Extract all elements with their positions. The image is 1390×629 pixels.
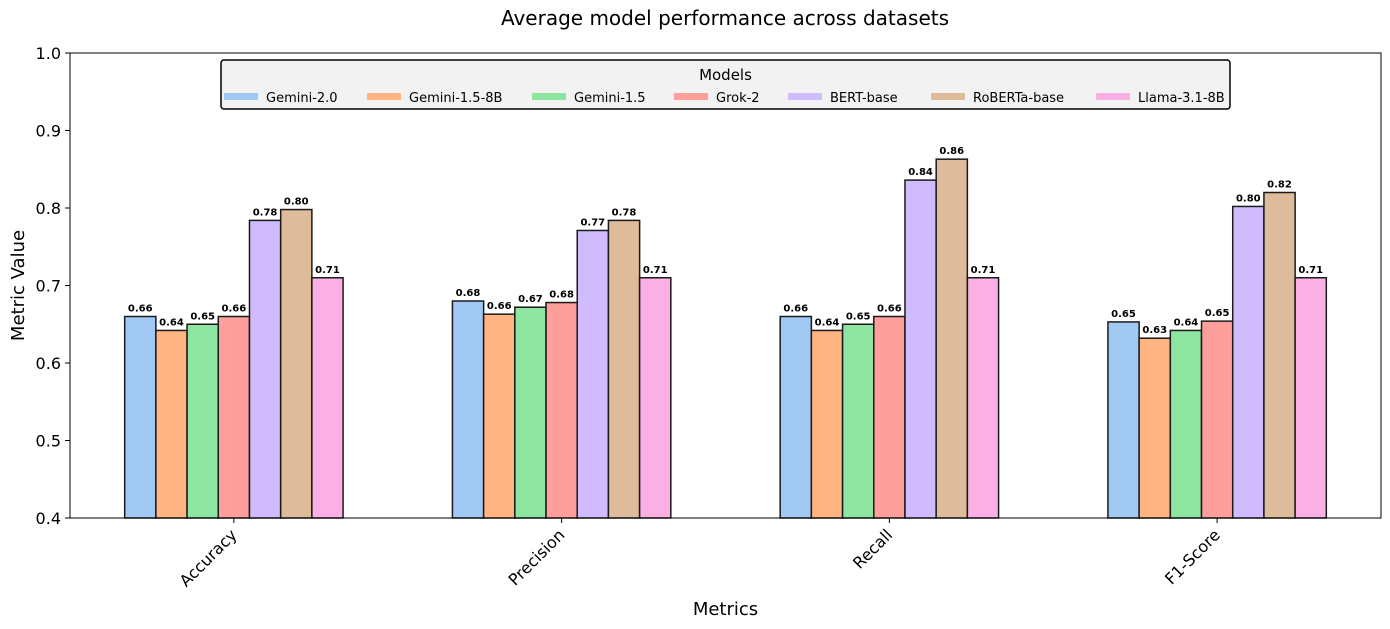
bar-roberta-base-accuracy — [279, 208, 313, 519]
x-tick-label: Precision — [505, 525, 569, 589]
x-tick-label: F1-Score — [1161, 525, 1224, 588]
bar-value-label: 0.64 — [815, 317, 840, 328]
bar-bert-base-f1-score — [1231, 205, 1265, 519]
bar-value-label: 0.71 — [1298, 265, 1323, 276]
legend-swatch — [674, 93, 708, 100]
bar-value-label: 0.78 — [612, 207, 637, 218]
bar-value-label: 0.71 — [643, 265, 668, 276]
y-axis: 0.4 0.5 0.6 0.7 0.8 0.9 1.0 — [36, 44, 70, 528]
bar-value-label: 0.64 — [159, 317, 184, 328]
y-tick-label: 0.7 — [36, 277, 61, 296]
legend-box — [220, 59, 1231, 110]
bar-llama-3-1-8b-accuracy — [311, 277, 344, 519]
bar-value-label: 0.71 — [315, 265, 340, 276]
x-axis: Accuracy Precision Recall F1-Score — [176, 518, 1224, 590]
bar-gemini-1-5-8b-recall — [810, 329, 844, 519]
y-tick-label: 0.9 — [36, 122, 61, 141]
bar-bert-base-precision — [576, 229, 610, 519]
y-axis-title: Metric Value — [8, 230, 29, 341]
bar-gemini-1-5-f1-score — [1169, 329, 1203, 519]
chart-title: Average model performance across dataset… — [501, 6, 949, 30]
legend-swatch — [532, 93, 566, 100]
legend-label: BERT-base — [830, 91, 898, 106]
legend-label: Gemini-1.5-8B — [409, 91, 502, 106]
x-tick-label: Recall — [849, 525, 896, 572]
y-tick-label: 1.0 — [36, 44, 61, 63]
bar-value-label: 0.80 — [284, 197, 309, 208]
bar-labels-layer: 0.66 0.68 0.66 0.65 0.64 0.66 0.64 0.63 0.65 0.67… — [128, 146, 1323, 336]
bar-value-label: 0.65 — [1111, 309, 1136, 320]
bar-gemini-2-0-recall — [779, 315, 813, 519]
legend-swatch — [931, 93, 965, 100]
legend-label: Grok-2 — [716, 91, 760, 106]
bar-gemini-1-5-8b-accuracy — [155, 329, 188, 519]
bar-value-label: 0.71 — [971, 265, 996, 276]
bar-value-label: 0.63 — [1142, 325, 1167, 336]
bar-gemini-1-5-8b-precision — [482, 313, 516, 519]
x-tick-label: Accuracy — [176, 525, 241, 590]
bar-gemini-1-5-8b-f1-score — [1138, 337, 1172, 519]
bar-value-label: 0.68 — [456, 288, 481, 299]
bar-value-label: 0.67 — [518, 294, 543, 305]
legend-label: Llama-3.1-8B — [1138, 91, 1225, 106]
bar-gemini-2-0-f1-score — [1107, 321, 1140, 519]
legend-label: Gemini-1.5 — [574, 91, 646, 106]
bar-roberta-base-f1-score — [1263, 191, 1296, 519]
bar-value-label: 0.66 — [783, 304, 808, 315]
bar-value-label: 0.77 — [580, 217, 605, 228]
legend-swatch — [1096, 93, 1130, 100]
bar-gemini-1-5-precision — [514, 306, 547, 519]
legend-swatch — [788, 93, 822, 100]
bar-grok-2-recall — [873, 315, 906, 519]
bar-grok-2-f1-score — [1200, 320, 1234, 519]
bars-layer — [123, 158, 1328, 519]
bar-bert-base-recall — [904, 179, 937, 519]
bar-roberta-base-recall — [935, 158, 969, 519]
bar-llama-3-1-8b-precision — [638, 277, 672, 519]
legend-label: Gemini-2.0 — [266, 91, 338, 106]
x-axis-title: Metrics — [693, 599, 758, 620]
legend-label: RoBERTa-base — [973, 91, 1064, 106]
bar-value-label: 0.86 — [939, 146, 964, 157]
legend-swatch — [224, 93, 258, 100]
bar-value-label: 0.64 — [1174, 317, 1199, 328]
bar-grok-2-precision — [545, 301, 578, 519]
bar-roberta-base-precision — [607, 219, 641, 519]
bar-value-label: 0.65 — [190, 311, 215, 322]
legend-title: Models — [699, 66, 752, 84]
bar-value-label: 0.65 — [846, 311, 871, 322]
bar-bert-base-accuracy — [248, 219, 282, 519]
bar-value-label: 0.84 — [908, 167, 933, 178]
y-tick-label: 0.8 — [36, 199, 61, 218]
bar-gemini-1-5-accuracy — [186, 323, 220, 519]
legend-items: Gemini-2.0 Gemini-1.5-8B Gemini-1.5 Grok-2 B… — [224, 91, 1225, 106]
bar-value-label: 0.68 — [549, 290, 574, 301]
bar-value-label: 0.66 — [128, 304, 153, 315]
legend-swatch — [367, 93, 401, 100]
bar-gemini-2-0-accuracy — [123, 315, 157, 519]
legend: Models Gemini-2.0 Gemini-1.5-8B Gemini-1.5… — [220, 59, 1231, 110]
bar-value-label: 0.66 — [487, 301, 512, 312]
bar-grok-2-accuracy — [217, 315, 251, 519]
bar-gemini-2-0-precision — [451, 300, 485, 519]
y-tick-label: 0.5 — [36, 432, 61, 451]
bar-value-label: 0.66 — [877, 304, 902, 315]
bar-llama-3-1-8b-recall — [966, 277, 1000, 519]
bar-value-label: 0.82 — [1267, 180, 1292, 191]
y-tick-label: 0.4 — [36, 509, 61, 528]
bar-value-label: 0.65 — [1205, 308, 1230, 319]
bar-gemini-1-5-recall — [841, 323, 875, 519]
bar-llama-3-1-8b-f1-score — [1294, 277, 1328, 519]
bar-value-label: 0.78 — [253, 207, 278, 218]
bar-value-label: 0.66 — [222, 304, 247, 315]
y-tick-label: 0.6 — [36, 354, 61, 373]
bar-value-label: 0.80 — [1236, 193, 1261, 204]
